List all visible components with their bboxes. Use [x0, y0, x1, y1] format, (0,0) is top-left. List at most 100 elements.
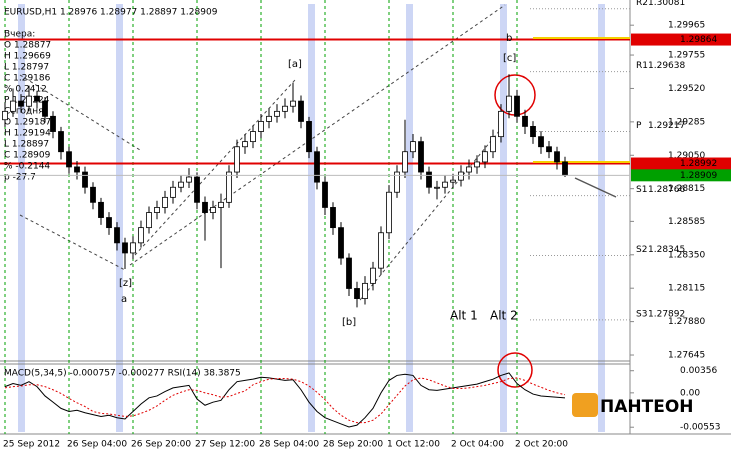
channel-line [19, 214, 126, 271]
level-label: 1.29864 [680, 35, 717, 45]
pivot-value: 1.28766 [648, 185, 685, 195]
candle-body [266, 115, 272, 122]
pivot-name: S1 [636, 185, 647, 195]
logo: ПАНТЕОН [572, 393, 694, 417]
candle-body [210, 207, 216, 213]
wave-label: Alt 1 [450, 309, 478, 323]
candle-body [490, 136, 496, 153]
band [500, 4, 507, 432]
candle-body [178, 181, 184, 188]
pivot-value: 1.30081 [648, 0, 685, 8]
candle-body [514, 95, 520, 117]
candle-body [202, 201, 208, 213]
candle-body [562, 161, 568, 176]
candle-body [410, 141, 416, 153]
candle-body [106, 217, 112, 229]
indicator-line [4, 377, 566, 424]
chart-title: EURUSD,H1 1.28976 1.28977 1.28897 1.2890… [4, 8, 218, 18]
y-tick-label: 1.27645 [668, 351, 705, 361]
y-tick-label: 1.28585 [668, 217, 705, 227]
candle-body [298, 100, 304, 122]
indicator-line [4, 372, 566, 428]
candle-body [450, 179, 456, 183]
y-tick-label: 0.00 [680, 388, 700, 398]
indicator-title: MACD(5,34,5) -0.000757 -0.000277 RSI(14)… [4, 369, 241, 379]
candle-body [434, 186, 440, 189]
candle-body [162, 196, 168, 208]
level-label-box [631, 157, 731, 170]
candle-body [362, 282, 368, 299]
candle-body [154, 207, 160, 213]
wave-label: b [506, 33, 512, 44]
band [18, 4, 25, 432]
candle-body [306, 121, 312, 153]
candle-body [554, 151, 560, 163]
candle-body [34, 95, 40, 102]
wave-label: Alt 2 [490, 309, 518, 323]
x-tick-label: 28 Sep 20:00 [323, 440, 383, 450]
x-tick-label: 26 Sep 20:00 [131, 440, 191, 450]
candle-body [330, 207, 336, 229]
pivot-value: 1.29217 [648, 121, 685, 131]
channel-line [129, 4, 506, 266]
y-tick-label: 1.29755 [668, 51, 705, 61]
candle-body [418, 141, 424, 173]
channel-line [359, 129, 501, 301]
candle-body [386, 191, 392, 234]
info-line: L 1.28897 [4, 140, 49, 150]
candle-body [122, 242, 128, 254]
candle-body [282, 105, 288, 112]
candle-body [114, 227, 120, 244]
pivot-name: S3 [636, 309, 647, 319]
candle-body [90, 186, 96, 203]
wave-label: [c] [503, 53, 516, 64]
candle-body [234, 146, 240, 173]
candle-body [194, 176, 200, 203]
candle-body [250, 131, 256, 143]
channel-lines [19, 4, 617, 301]
candle-body [506, 95, 512, 112]
candle-body [546, 146, 552, 153]
y-tick-label: -0.00553 [680, 423, 720, 433]
wave-label: [z] [119, 278, 132, 289]
candle-body [26, 95, 32, 107]
x-tick-label: 25 Sep 2012 [3, 440, 60, 450]
wave-label: a [121, 294, 127, 305]
info-line: % -0.2144 [4, 162, 50, 172]
current-price-box [631, 169, 731, 182]
pivot-value: 1.28345 [648, 245, 685, 255]
candle-body [58, 131, 64, 153]
band [598, 4, 605, 432]
info-line: Сегодня: [4, 107, 47, 117]
candle-body [218, 201, 224, 208]
y-tick-label: 1.28350 [668, 250, 705, 260]
band [406, 4, 413, 432]
band [308, 4, 315, 432]
candle-body [474, 161, 480, 168]
info-line: C 1.29186 [4, 74, 51, 84]
candle-body [74, 166, 80, 173]
candle-body [458, 171, 464, 181]
x-tick-label: 1 Oct 12:00 [387, 440, 440, 450]
pivot-name: S2 [636, 245, 647, 255]
candle-body [378, 232, 384, 269]
band [116, 4, 123, 432]
y-tick-label: 1.27880 [668, 317, 705, 327]
candle-body [170, 186, 176, 198]
candle-body [2, 110, 8, 121]
candle-body [10, 100, 16, 112]
candle-body [530, 126, 536, 138]
candle-body [498, 110, 504, 138]
candle-body [242, 141, 248, 148]
candle-body [466, 166, 472, 173]
candle-body [186, 176, 192, 183]
candle-body [338, 227, 344, 259]
info-line: O 1.28877 [4, 41, 51, 51]
candle-body [442, 181, 448, 188]
candle-body [50, 115, 56, 132]
y-tick-label: 1.29050 [668, 151, 705, 161]
candle-body [226, 171, 232, 203]
candle-body [522, 115, 528, 127]
candle-body [146, 212, 152, 229]
